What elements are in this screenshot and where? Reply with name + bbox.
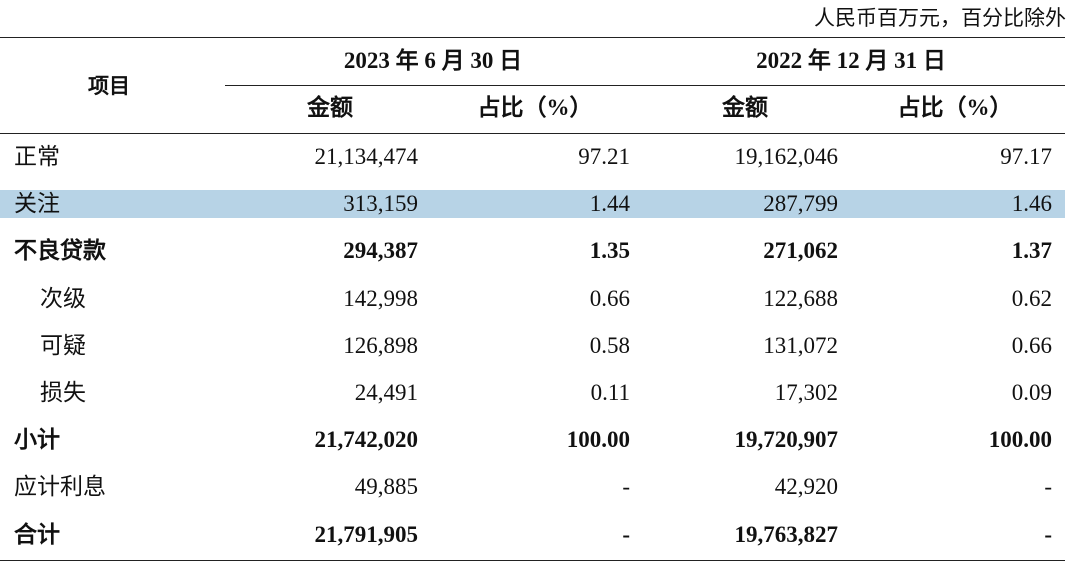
cell: 100.00 — [566, 427, 630, 453]
group-header: 2023 年 6 月 30 日 — [343, 48, 523, 73]
cell: 0.66 — [589, 285, 630, 311]
cell: 122,688 — [763, 285, 838, 311]
row-label: 小计 — [14, 427, 60, 453]
cell: 21,742,020 — [314, 427, 419, 453]
row-label: 正常 — [14, 144, 60, 169]
cell: 19,162,046 — [734, 144, 839, 169]
cell: 142,998 — [343, 285, 418, 311]
cell: 24,491 — [354, 380, 418, 405]
cell: - — [622, 474, 630, 500]
group-header: 2022 年 12 月 31 日 — [756, 48, 946, 73]
row-highlight — [0, 190, 1065, 218]
rule — [0, 37, 1065, 38]
cell: 0.11 — [590, 380, 630, 405]
cell: 49,885 — [354, 474, 418, 500]
rule — [0, 560, 1065, 561]
cell: - — [1044, 474, 1052, 500]
sub-header: 占比（%） — [477, 95, 593, 120]
cell: 287,799 — [763, 191, 838, 217]
cell: 0.09 — [1011, 380, 1052, 405]
cell: 19,763,827 — [734, 521, 839, 547]
cell: 126,898 — [343, 332, 418, 358]
row-label: 合计 — [14, 521, 60, 547]
cell: 131,072 — [763, 332, 838, 358]
row-label: 可疑 — [40, 332, 86, 358]
rule — [225, 85, 1065, 86]
cell: 97.21 — [578, 144, 630, 169]
row-label: 次级 — [40, 285, 86, 311]
cell: 97.17 — [1000, 144, 1052, 169]
cell: 271,062 — [763, 238, 838, 264]
cell: 0.66 — [1011, 332, 1052, 358]
row-label: 应计利息 — [14, 474, 106, 500]
cell: - — [622, 521, 630, 547]
row-label: 损失 — [40, 380, 86, 405]
cell: 21,791,905 — [314, 521, 419, 547]
row-label: 关注 — [14, 191, 60, 217]
item-header: 项目 — [88, 74, 130, 98]
cell: - — [1044, 521, 1052, 547]
cell: 17,302 — [774, 380, 838, 405]
cell: 1.37 — [1011, 238, 1052, 264]
sub-header: 金额 — [722, 95, 768, 120]
cell: 1.44 — [589, 191, 630, 217]
unit-note: 人民币百万元，百分比除外 — [814, 6, 1066, 30]
cell: 19,720,907 — [734, 427, 839, 453]
sub-header: 金额 — [307, 95, 353, 120]
cell: 0.62 — [1011, 285, 1052, 311]
cell: 21,134,474 — [314, 144, 419, 169]
cell: 1.35 — [589, 238, 630, 264]
cell: 42,920 — [774, 474, 838, 500]
cell: 100.00 — [988, 427, 1052, 453]
rule — [0, 133, 1065, 134]
sub-header: 占比（%） — [897, 95, 1013, 120]
cell: 1.46 — [1011, 191, 1052, 217]
row-label: 不良贷款 — [14, 238, 106, 264]
cell: 313,159 — [343, 191, 418, 217]
cell: 0.58 — [589, 332, 630, 358]
cell: 294,387 — [343, 238, 418, 264]
